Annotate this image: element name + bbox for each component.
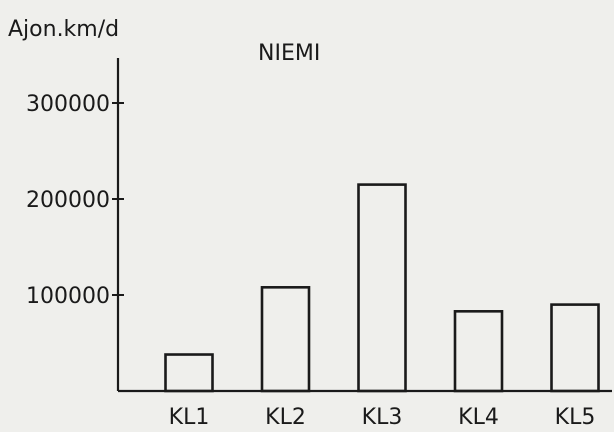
x-tick-label: KL4 — [458, 405, 499, 430]
y-tick-label: 300000 — [26, 92, 110, 117]
x-tick-label: KL2 — [265, 405, 306, 430]
bar-kl3 — [357, 183, 407, 393]
y-axis-label: Ajon.km/d — [8, 17, 119, 42]
bar-kl1 — [164, 353, 214, 393]
bars — [164, 183, 600, 393]
x-tick-label: KL5 — [555, 405, 596, 430]
y-axis-ticks: 100000 200000 300000 — [26, 92, 124, 309]
x-tick-label: KL3 — [362, 405, 403, 430]
bar-kl4 — [453, 310, 504, 393]
bar-kl2 — [260, 286, 311, 393]
bar-kl5 — [550, 303, 600, 393]
x-axis-tick-labels: KL1 KL2 KL3 KL4 KL5 — [169, 405, 596, 430]
y-tick-label: 100000 — [26, 284, 110, 309]
y-tick-label: 200000 — [26, 188, 110, 213]
chart-title: NIEMI — [258, 41, 320, 66]
x-tick-label: KL1 — [169, 405, 210, 430]
